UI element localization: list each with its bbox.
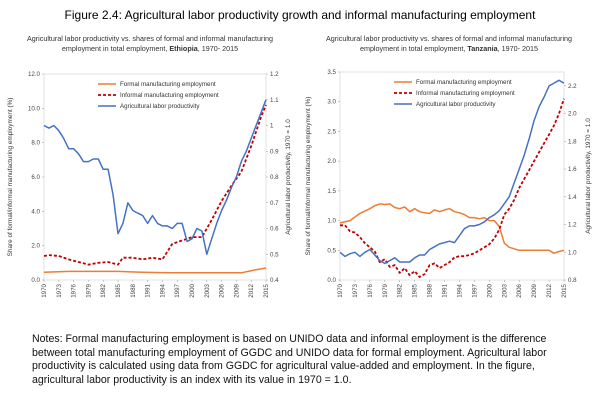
chart-title-country: Tanzania	[467, 44, 498, 53]
legend-label: Informal manufacturing employment	[120, 92, 219, 99]
y-right-tick-label: 1.2	[568, 222, 577, 229]
chart-title-line2: employment in total employment, Ethiopia…	[62, 44, 238, 53]
x-tick-label: 2003	[204, 283, 211, 297]
figure-notes: Notes: Formal manufacturing employment i…	[32, 333, 547, 386]
y-right-tick-label: 1.1	[270, 97, 279, 104]
y-left-tick-label: 1.0	[327, 218, 336, 225]
series-formal-line	[43, 267, 267, 274]
x-tick-label: 1982	[397, 283, 404, 297]
legend-label: Informal manufacturing employment	[416, 90, 515, 97]
plot-area	[339, 71, 565, 281]
legend-label: Formal manufacturing employment	[120, 81, 216, 88]
x-tick-label: 1988	[130, 283, 137, 297]
x-tick-label: 2015	[263, 283, 270, 297]
x-tick-label: 1994	[159, 283, 166, 297]
y-right-tick-label: 0.9	[270, 148, 279, 155]
y-right-axis-label: Agricultural labor productivity, 1970 = …	[585, 118, 592, 234]
x-tick-label: 2000	[189, 283, 196, 297]
x-tick-label: 1979	[85, 283, 92, 297]
chart-title-prefix: employment in total employment,	[360, 44, 467, 53]
y-right-tick-label: 1.0	[568, 249, 577, 256]
y-right-tick-label: 0.4	[270, 277, 279, 284]
x-tick-label: 1997	[471, 283, 478, 297]
y-right-tick-label: 1.4	[568, 194, 577, 201]
y-left-tick-label: 4.0	[31, 208, 40, 215]
y-left-tick-label: 2.5	[327, 128, 336, 135]
y-right-tick-label: 2.0	[568, 111, 577, 118]
x-tick-label: 1991	[145, 283, 152, 297]
x-tick-label: 2000	[486, 283, 493, 297]
legend-label: Agricultural labor productivity	[120, 103, 200, 110]
y-right-tick-label: 0.8	[568, 277, 577, 284]
chart-panel-ethiopia: Agricultural labor productivity vs. shar…	[4, 30, 296, 330]
x-tick-label: 2012	[546, 283, 553, 297]
x-tick-label: 1991	[442, 283, 449, 297]
series-productivity-line	[43, 99, 267, 256]
x-tick-label: 2006	[516, 283, 523, 297]
y-left-tick-label: 12.0	[28, 71, 41, 78]
x-tick-label: 2009	[233, 283, 240, 297]
y-left-tick-label: 10.0	[28, 105, 41, 112]
y-left-tick-label: 1.5	[327, 188, 336, 195]
figure-title: Figure 2.4: Agricultural labor productiv…	[64, 8, 536, 22]
y-left-tick-label: 0.0	[327, 277, 336, 284]
x-tick-label: 1997	[174, 283, 181, 297]
chart-panel-tanzania: Agricultural labor productivity vs. shar…	[302, 30, 596, 330]
y-right-axis-label: Agricultural labor productivity, 1970 = …	[285, 119, 292, 235]
y-left-tick-label: 0.0	[31, 277, 40, 284]
legend-label: Formal manufacturing employment	[416, 79, 512, 86]
x-tick-label: 1973	[352, 283, 359, 297]
y-right-tick-label: 0.6	[270, 226, 279, 233]
chart-tanzania: Agricultural labor productivity vs. shar…	[305, 34, 592, 298]
y-right-tick-label: 1	[270, 123, 274, 130]
chart-ethiopia: Agricultural labor productivity vs. shar…	[7, 34, 292, 298]
series-productivity-line	[339, 79, 565, 265]
y-left-tick-label: 0.5	[327, 247, 336, 254]
chart-title-line2: employment in total employment, Tanzania…	[360, 44, 538, 53]
chart-title-line1: Agricultural labor productivity vs. shar…	[27, 34, 273, 43]
y-right-tick-label: 0.7	[270, 200, 279, 207]
series-formal-line	[339, 203, 565, 255]
y-left-tick-label: 2.0	[327, 158, 336, 165]
chart-title-suffix: , 1970- 2015	[498, 44, 538, 53]
y-right-tick-label: 1.6	[568, 166, 577, 173]
x-tick-label: 1985	[115, 283, 122, 297]
y-right-tick-label: 0.8	[270, 174, 279, 181]
y-left-tick-label: 2.0	[31, 243, 40, 250]
y-right-tick-label: 2.2	[568, 83, 577, 90]
chart-title-country: Ethiopia	[169, 44, 198, 53]
legend-label: Agricultural labor productivity	[416, 101, 496, 108]
x-tick-label: 2009	[531, 283, 538, 297]
y-left-axis-label: Share of formal/informal manufacturing e…	[7, 98, 14, 257]
chart-title-suffix: , 1970- 2015	[198, 44, 238, 53]
x-tick-label: 1985	[412, 283, 419, 297]
y-left-tick-label: 8.0	[31, 140, 40, 147]
x-tick-label: 2015	[561, 283, 568, 297]
y-right-tick-label: 1.8	[568, 138, 577, 145]
x-tick-label: 1976	[367, 283, 374, 297]
y-left-tick-label: 3.0	[327, 99, 336, 106]
x-tick-label: 1970	[337, 283, 344, 297]
x-tick-label: 1979	[382, 283, 389, 297]
x-tick-label: 1973	[56, 283, 63, 297]
x-tick-label: 2012	[248, 283, 255, 297]
y-right-tick-label: 1.2	[270, 71, 279, 78]
y-right-tick-label: 0.5	[270, 251, 279, 258]
x-tick-label: 1970	[41, 283, 48, 297]
x-tick-label: 1982	[100, 283, 107, 297]
chart-title-line1: Agricultural labor productivity vs. shar…	[326, 34, 572, 43]
chart-title-prefix: employment in total employment,	[62, 44, 169, 53]
x-tick-label: 2003	[501, 283, 508, 297]
y-left-tick-label: 3.5	[327, 69, 336, 76]
x-tick-label: 1976	[71, 283, 78, 297]
x-tick-label: 2006	[219, 283, 226, 297]
y-left-tick-label: 6.0	[31, 174, 40, 181]
y-left-axis-label: Share of formal/informal manufacturing e…	[305, 97, 312, 256]
x-tick-label: 1994	[456, 283, 463, 297]
x-tick-label: 1988	[427, 283, 434, 297]
